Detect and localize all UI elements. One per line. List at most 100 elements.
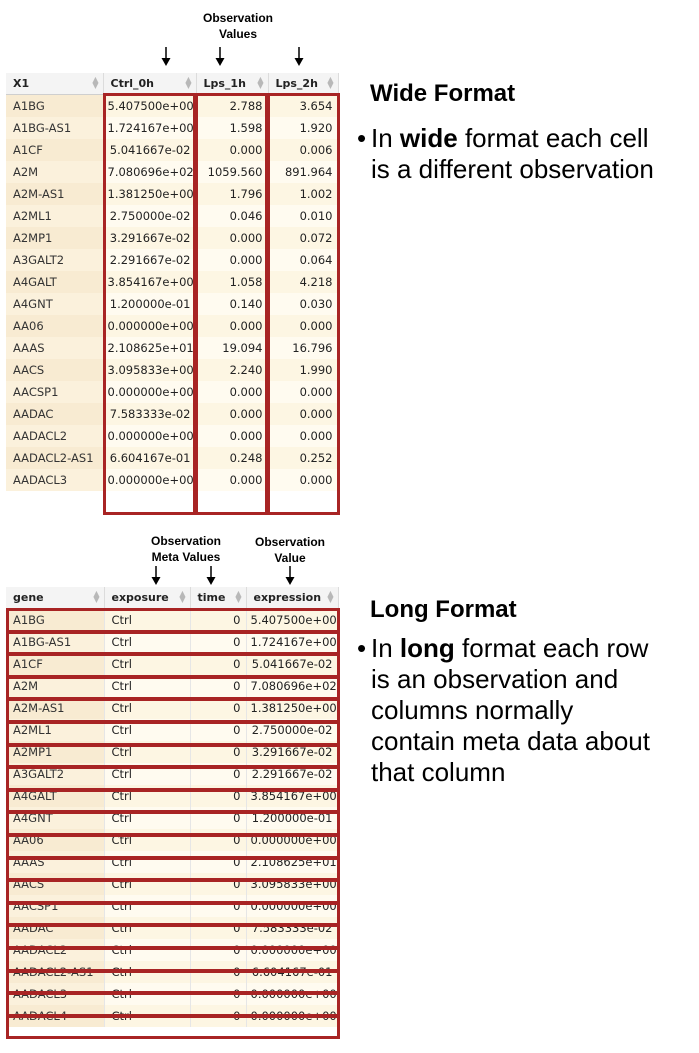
table-cell: 0.000 <box>268 381 339 403</box>
sort-arrows-icon[interactable]: ▲ ▼ <box>235 589 242 604</box>
wide-format-table: X1 ▲ ▼ Ctrl_0h ▲ ▼ Lps_1h ▲ ▼ Lps_2h ▲ ▼ A1BG 5.4… <box>6 73 339 491</box>
table-cell: 0.000000e+00 <box>103 381 197 403</box>
column-header-label: X1 <box>13 77 30 90</box>
table-row[interactable]: AACSP1 0.000000e+00 0.000 0.000 <box>6 381 339 403</box>
row-name-cell: AA06 <box>6 315 104 337</box>
row-name-cell: A4GALT <box>6 271 104 293</box>
bullet-line: contain meta data about <box>371 726 650 756</box>
table-row[interactable]: A2MP1 3.291667e-02 0.000 0.072 <box>6 227 339 249</box>
table-cell: 0.000 <box>268 425 339 447</box>
table-row[interactable]: AADAC 7.583333e-02 0.000 0.000 <box>6 403 339 425</box>
annotation-line-2: Values <box>218 27 258 41</box>
bullet-emphasis: long <box>399 633 455 663</box>
table-cell: 1.381250e+00 <box>103 183 197 205</box>
table-cell: 0.000 <box>196 403 269 425</box>
table-row[interactable]: A1BG-AS1 Ctrl 0 1.724167e+00 <box>6 631 339 653</box>
table-cell: 891.964 <box>268 161 339 183</box>
table-cell: 0 <box>190 895 247 917</box>
sort-arrows-icon[interactable]: ▲ ▼ <box>327 75 334 90</box>
table-cell: 3.095833e+00 <box>103 359 197 381</box>
table-cell: 1.990 <box>268 359 339 381</box>
table-cell: 5.041667e-02 <box>246 653 339 675</box>
table-cell: 2.240 <box>196 359 269 381</box>
column-header-ctrl-0h[interactable]: Ctrl_0h ▲ ▼ <box>103 73 197 95</box>
table-row[interactable]: A2M-AS1 Ctrl 0 1.381250e+00 <box>6 697 339 719</box>
wide-format-bullet: • In wide format each cell is a differen… <box>357 123 654 185</box>
table-row[interactable]: A1BG 5.407500e+00 2.788 3.654 <box>6 94 339 117</box>
table-row[interactable]: A2ML1 Ctrl 0 2.750000e-02 <box>6 719 339 741</box>
table-row[interactable]: AADAC Ctrl 0 7.583333e-02 <box>6 917 339 939</box>
sort-arrows-icon[interactable]: ▲ ▼ <box>185 75 192 90</box>
table-cell: 0.010 <box>268 205 339 227</box>
table-row[interactable]: A2M Ctrl 0 7.080696e+02 <box>6 675 339 697</box>
table-row[interactable]: A2M 7.080696e+02 1059.560 891.964 <box>6 161 339 183</box>
table-cell: Ctrl <box>104 631 191 653</box>
highlight-box-ctrl-0h <box>103 93 196 515</box>
sort-arrows-icon[interactable]: ▲ ▼ <box>92 75 99 90</box>
column-header-label: Ctrl_0h <box>110 77 155 90</box>
table-row[interactable]: AADACL3 0.000000e+00 0.000 0.000 <box>6 469 339 491</box>
sort-arrows-icon[interactable]: ▲ ▼ <box>93 589 100 604</box>
row-name-cell: A1CF <box>6 653 105 675</box>
table-row[interactable]: AACS 3.095833e+00 2.240 1.990 <box>6 359 339 381</box>
table-cell: 19.094 <box>196 337 269 359</box>
table-row[interactable]: A1CF 5.041667e-02 0.000 0.006 <box>6 139 339 161</box>
table-cell: 0.000 <box>196 249 269 271</box>
annotation-line-2: Meta Values <box>151 550 221 564</box>
table-cell: 0.000000e+00 <box>103 315 197 337</box>
column-header-time[interactable]: time ▲ ▼ <box>190 587 247 609</box>
bullet-line: columns normally <box>371 695 574 725</box>
table-cell: Ctrl <box>104 917 191 939</box>
row-name-cell: AAAS <box>6 337 104 359</box>
table-cell: 0 <box>190 939 247 961</box>
table-row[interactable]: AADACL2 0.000000e+00 0.000 0.000 <box>6 425 339 447</box>
bullet-text: In <box>371 123 400 153</box>
table-row[interactable]: AAAS 2.108625e+01 19.094 16.796 <box>6 337 339 359</box>
column-header-exposure[interactable]: exposure ▲ ▼ <box>104 587 191 609</box>
table-cell: 0 <box>190 653 247 675</box>
table-cell: 0 <box>190 675 247 697</box>
table-cell: 0 <box>190 719 247 741</box>
arrow-down-icon <box>151 566 161 585</box>
table-row[interactable]: A3GALT2 2.291667e-02 0.000 0.064 <box>6 249 339 271</box>
table-cell: 1.598 <box>196 117 269 139</box>
row-name-cell: A4GNT <box>6 293 104 315</box>
table-row[interactable]: A2ML1 2.750000e-02 0.046 0.010 <box>6 205 339 227</box>
column-header-expression[interactable]: expression ▲ ▼ <box>246 587 339 609</box>
table-row[interactable]: A4GNT 1.200000e-01 0.140 0.030 <box>6 293 339 315</box>
column-header-x1[interactable]: X1 ▲ ▼ <box>6 73 104 95</box>
row-highlight-box <box>6 879 340 904</box>
column-header-gene[interactable]: gene ▲ ▼ <box>6 587 105 609</box>
table-cell: 1.058 <box>196 271 269 293</box>
column-header-lps-2h[interactable]: Lps_2h ▲ ▼ <box>268 73 339 95</box>
table-cell: 7.080696e+02 <box>103 161 197 183</box>
table-cell: 1.724167e+00 <box>246 631 339 653</box>
bullet-emphasis: wide <box>399 123 458 153</box>
arrow-down-icon <box>285 566 295 585</box>
sort-arrows-icon[interactable]: ▲ ▼ <box>327 589 334 604</box>
row-highlight-box <box>6 924 340 949</box>
table-cell: 1.796 <box>196 183 269 205</box>
row-name-cell: A2MP1 <box>6 227 104 249</box>
table-row[interactable]: A4GALT 3.854167e+00 1.058 4.218 <box>6 271 339 293</box>
row-name-cell: AADACL2-AS1 <box>6 447 104 469</box>
row-highlight-box <box>6 901 340 927</box>
column-header-label: time <box>197 591 226 604</box>
table-row[interactable]: AADACL2-AS1 6.604167e-01 0.248 0.252 <box>6 447 339 469</box>
table-row[interactable]: AA06 0.000000e+00 0.000 0.000 <box>6 315 339 337</box>
annotation-line-2: Value <box>274 551 306 565</box>
row-highlight-box <box>6 675 340 701</box>
sort-arrows-icon[interactable]: ▲ ▼ <box>257 75 264 90</box>
table-row[interactable]: A1BG-AS1 1.724167e+00 1.598 1.920 <box>6 117 339 139</box>
row-name-cell: AACSP1 <box>6 381 104 403</box>
row-name-cell: A2ML1 <box>6 205 104 227</box>
table-row[interactable]: A2M-AS1 1.381250e+00 1.796 1.002 <box>6 183 339 205</box>
table-row[interactable]: A1CF Ctrl 0 5.041667e-02 <box>6 653 339 675</box>
annotation-line-1: Observation <box>202 11 274 25</box>
column-header-lps-1h[interactable]: Lps_1h ▲ ▼ <box>196 73 269 95</box>
sort-arrows-icon[interactable]: ▲ ▼ <box>179 589 186 604</box>
table-cell: 0.000 <box>268 315 339 337</box>
table-cell: 0.030 <box>268 293 339 315</box>
table-row[interactable]: A1BG Ctrl 0 5.407500e+00 <box>6 608 339 631</box>
row-name-cell: A2M-AS1 <box>6 183 104 205</box>
